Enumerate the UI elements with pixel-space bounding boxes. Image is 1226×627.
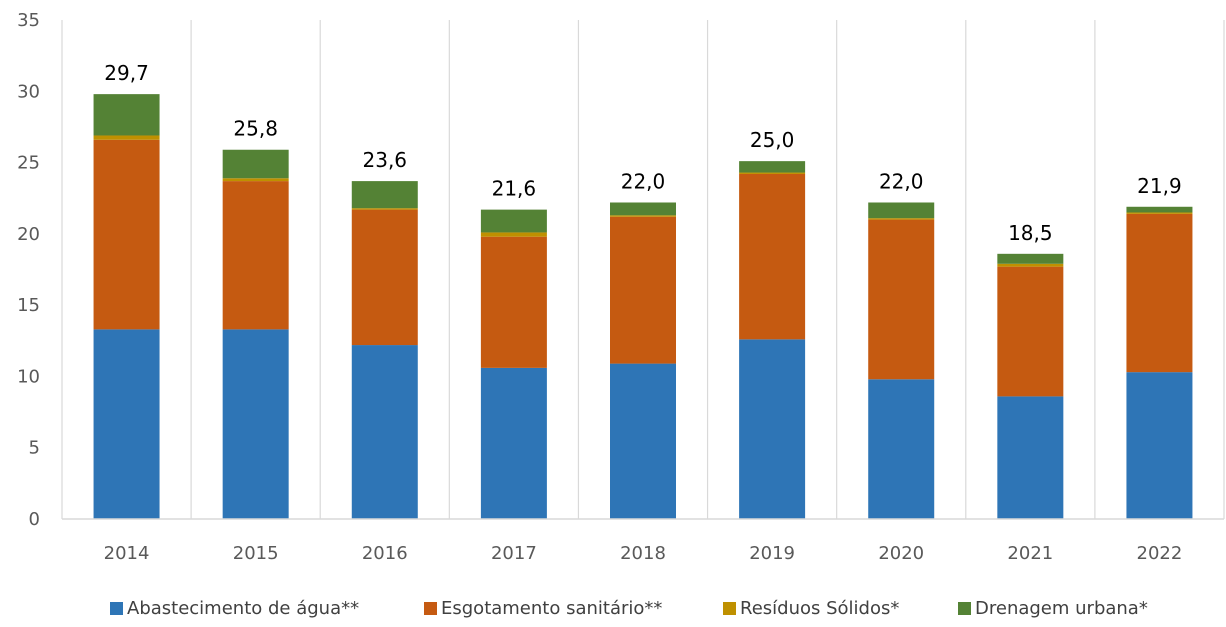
bar-segment — [739, 339, 806, 519]
bar-segment — [868, 202, 935, 219]
bar-segment — [222, 149, 289, 179]
bar-segment — [610, 216, 676, 364]
total-label: 22,0 — [621, 169, 666, 193]
legend-swatch — [958, 602, 971, 615]
legend-swatch — [424, 602, 437, 615]
x-tick-label: 2015 — [233, 543, 279, 564]
bar-segment — [997, 263, 1064, 267]
bar-segment — [222, 329, 289, 519]
x-tick-label: 2017 — [491, 543, 537, 564]
legend-label: Abastecimento de água** — [127, 598, 359, 619]
legend-label: Resíduos Sólidos* — [740, 598, 899, 619]
bar-segment — [997, 396, 1064, 519]
y-tick-label: 10 — [17, 366, 40, 387]
bar-segment — [351, 345, 418, 519]
bar-segment — [739, 172, 806, 174]
bar-segment — [93, 329, 160, 519]
bars — [93, 94, 1193, 519]
bar-segment — [480, 367, 547, 519]
bar-segment — [480, 209, 547, 233]
bar-segment — [997, 266, 1064, 397]
total-label: 21,9 — [1137, 174, 1182, 198]
x-axis: 2014 2015 2016 2017 2018 2019 2020 2021 2022 — [62, 518, 1224, 564]
bar-segment — [93, 139, 160, 330]
y-tick-label: 35 — [17, 10, 40, 31]
bar-segment — [351, 209, 418, 346]
y-tick-label: 20 — [17, 224, 40, 245]
gridlines — [61, 20, 1225, 519]
x-tick-label: 2020 — [878, 543, 924, 564]
bar-segment — [868, 218, 935, 220]
bar-segment — [610, 363, 676, 519]
bar-segment — [997, 253, 1064, 264]
y-tick-label: 0 — [29, 509, 40, 530]
bar-segment — [1126, 213, 1193, 373]
bar-segment — [1126, 372, 1193, 519]
bar-segment — [739, 161, 806, 173]
legend: Abastecimento de água** Esgotamento sanit… — [110, 598, 1148, 619]
total-label: 25,8 — [233, 117, 278, 141]
bar-segment — [480, 236, 547, 368]
bar-segment — [868, 379, 935, 519]
bar-segment — [610, 202, 676, 216]
total-label: 18,5 — [1008, 221, 1053, 245]
bar-segment — [1126, 212, 1193, 214]
bar-segment — [93, 94, 160, 136]
bar-segment — [1126, 206, 1193, 213]
legend-item: Resíduos Sólidos* — [723, 598, 899, 619]
legend-swatch — [110, 602, 123, 615]
bar-segment — [610, 215, 676, 217]
legend-label: Drenagem urbana* — [975, 598, 1148, 619]
total-label: 21,6 — [492, 177, 537, 201]
bar-segment — [480, 232, 547, 237]
total-labels: 29,7 25,8 23,6 21,6 22,0 25,0 22,0 18,5 21,9 — [104, 61, 1181, 245]
total-label: 29,7 — [104, 61, 149, 85]
x-tick-label: 2019 — [749, 543, 795, 564]
total-label: 23,6 — [363, 148, 408, 172]
legend-item: Drenagem urbana* — [958, 598, 1148, 619]
y-tick-label: 30 — [17, 81, 40, 102]
bar-segment — [93, 135, 160, 140]
bar-segment — [222, 178, 289, 182]
x-tick-label: 2016 — [362, 543, 408, 564]
legend-item: Esgotamento sanitário** — [424, 598, 662, 619]
bar-segment — [351, 208, 418, 210]
x-tick-label: 2021 — [1007, 543, 1053, 564]
bar-segment — [351, 181, 418, 209]
bar-segment — [739, 173, 806, 340]
bar-segment — [222, 181, 289, 330]
y-axis: 0 5 10 15 20 25 30 35 — [17, 10, 40, 530]
legend-item: Abastecimento de água** — [110, 598, 359, 619]
legend-swatch — [723, 602, 736, 615]
legend-label: Esgotamento sanitário** — [441, 598, 662, 619]
bar-segment — [868, 219, 935, 380]
y-tick-label: 25 — [17, 153, 40, 174]
total-label: 25,0 — [750, 128, 795, 152]
x-tick-label: 2014 — [104, 543, 150, 564]
y-tick-label: 5 — [29, 438, 40, 459]
x-tick-label: 2022 — [1137, 543, 1183, 564]
total-label: 22,0 — [879, 169, 924, 193]
x-tick-label: 2018 — [620, 543, 666, 564]
y-tick-label: 15 — [17, 295, 40, 316]
